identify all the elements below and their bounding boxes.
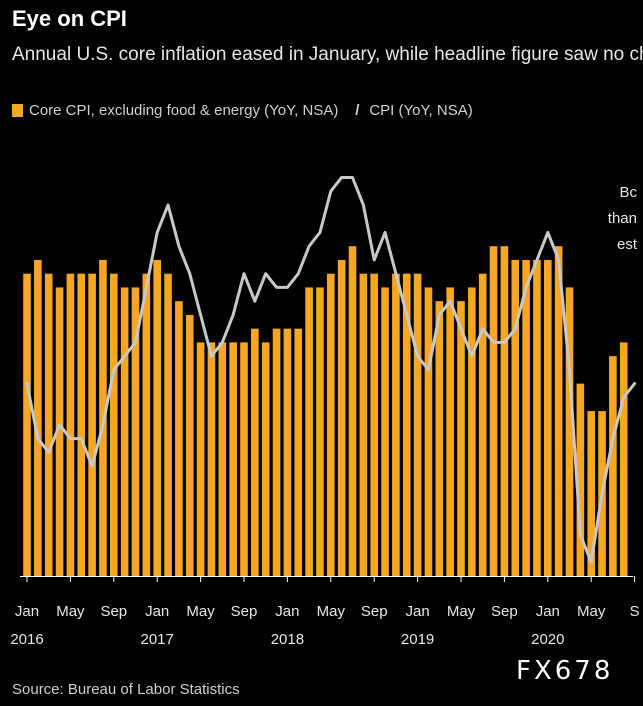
x-tick-label: Jan [145, 603, 169, 620]
x-tick-year-label: 2019 [401, 631, 434, 648]
x-tick-year-label: 2020 [531, 631, 564, 648]
core-cpi-bar [500, 246, 509, 576]
core-cpi-bar [359, 273, 368, 576]
core-cpi-bar [413, 273, 422, 576]
annotation-line-1: Bc [619, 184, 637, 201]
chart-title: Eye on CPI [12, 6, 127, 31]
core-cpi-bar [544, 259, 552, 576]
cpi-legend-line-icon: / [355, 102, 360, 119]
core-cpi-bar [272, 328, 281, 576]
core-cpi-bar [120, 287, 129, 576]
core-cpi-bar [175, 301, 183, 576]
core-cpi-legend-swatch [12, 104, 23, 117]
cpi-legend-label: CPI (YoY, NSA) [369, 102, 473, 119]
core-cpi-bar [55, 287, 64, 576]
core-cpi-bar [44, 273, 53, 576]
core-cpi-bar [402, 273, 411, 576]
core-cpi-bar [164, 273, 172, 576]
core-cpi-bar [609, 356, 617, 576]
x-tick-label: Sep [361, 603, 388, 620]
x-tick-label: Sep [100, 603, 127, 620]
core-cpi-bar [587, 411, 595, 576]
x-tick-label: May [56, 603, 85, 620]
core-cpi-bar [153, 259, 161, 576]
x-tick-label: Jan [406, 603, 430, 620]
core-cpi-bar [207, 342, 216, 576]
core-cpi-bar [305, 287, 313, 576]
x-tick-label: Sep [231, 603, 258, 620]
core-cpi-bar [283, 328, 292, 576]
core-cpi-bar [294, 328, 303, 576]
x-tick-label: May [577, 603, 606, 620]
core-cpi-bar [392, 273, 400, 576]
annotation-line-2: than [607, 210, 637, 227]
core-cpi-bar [240, 342, 248, 576]
core-cpi-bar [511, 259, 520, 576]
core-cpi-bar [88, 273, 96, 576]
core-cpi-bar [185, 314, 194, 576]
cpi-series-line [25, 175, 637, 564]
core-cpi-bar [554, 246, 563, 576]
x-tick-label: Jan [536, 603, 560, 620]
core-cpi-bar [34, 259, 42, 576]
core-cpi-legend-label: Core CPI, excluding food & energy (YoY, … [29, 102, 339, 119]
core-cpi-bar [110, 273, 118, 576]
core-cpi-bar [131, 287, 140, 576]
core-cpi-bar [478, 273, 487, 576]
x-tick-year-label: 2018 [271, 631, 304, 648]
core-cpi-bar [424, 287, 433, 576]
core-cpi-bar [370, 273, 378, 576]
x-tick-year-label: 2017 [141, 631, 174, 648]
watermark: FX678 [516, 656, 614, 686]
core-cpi-bar [23, 273, 31, 576]
x-tick-label: May [186, 603, 215, 620]
core-cpi-bar [381, 287, 389, 576]
core-cpi-bar [218, 342, 227, 576]
core-cpi-bar [576, 383, 585, 576]
core-cpi-bar [327, 273, 335, 576]
chart-legend: Core CPI, excluding food & energy (YoY, … [12, 102, 473, 119]
core-cpi-bar [66, 273, 75, 576]
x-tick-year-label: 2016 [10, 631, 43, 648]
core-cpi-bar [348, 246, 357, 576]
core-cpi-bar [316, 287, 324, 576]
source-note: Source: Bureau of Labor Statistics [12, 681, 240, 698]
core-cpi-bar [77, 273, 86, 576]
core-cpi-bar [522, 259, 530, 576]
x-tick-label: S [630, 603, 640, 620]
core-cpi-bar [446, 287, 454, 576]
core-cpi-bar [435, 301, 444, 576]
core-cpi-bar [533, 259, 541, 576]
x-tick-label: May [447, 603, 476, 620]
core-cpi-bar [142, 273, 151, 576]
core-cpi-bar [261, 342, 270, 576]
core-cpi-bar [457, 301, 465, 576]
x-tick-label: Jan [15, 603, 39, 620]
core-cpi-bar [468, 287, 476, 576]
core-cpi-bar [196, 342, 205, 576]
x-tick-label: May [317, 603, 346, 620]
x-tick-label: Jan [275, 603, 299, 620]
chart-subtitle: Annual U.S. core inflation eased in Janu… [12, 44, 643, 65]
core-cpi-bar [489, 246, 498, 576]
chart-annotation: Bc than est [608, 180, 637, 258]
core-cpi-bar [251, 328, 259, 576]
core-cpi-bar [337, 259, 346, 576]
x-tick-label: Sep [491, 603, 518, 620]
annotation-line-3: est [616, 236, 637, 253]
core-cpi-bar [565, 287, 574, 576]
core-cpi-bar [619, 342, 628, 576]
core-cpi-bar [229, 342, 237, 576]
